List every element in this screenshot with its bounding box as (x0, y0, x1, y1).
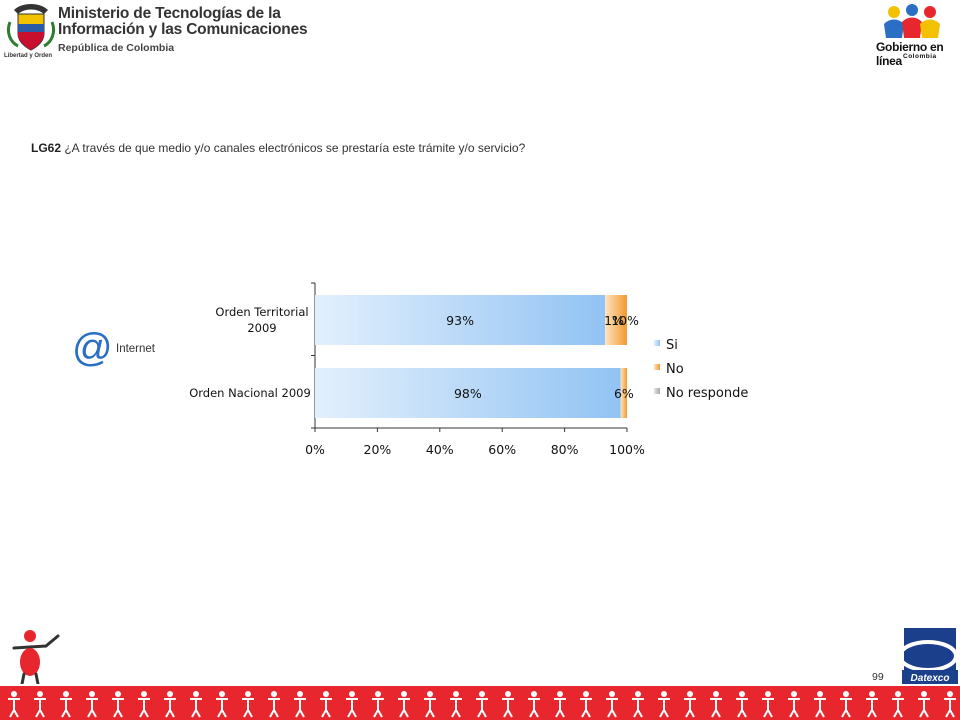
data-label: 1% (604, 313, 624, 328)
band-figure-icon (164, 691, 176, 718)
band-figure-icon (762, 691, 774, 718)
people-icon (884, 4, 940, 38)
bar-segment (315, 295, 606, 345)
x-tick-label: 20% (364, 442, 392, 457)
x-tick-label: 40% (426, 442, 454, 457)
bar-segment (605, 295, 627, 345)
band-figure-icon (398, 691, 410, 718)
datexco-logo: Datexco (898, 626, 960, 686)
coat-motto: Libertad y Orden (4, 53, 53, 59)
x-tick-label: 100% (609, 442, 645, 457)
people-pattern-icon (8, 691, 956, 718)
band-figure-icon (580, 691, 592, 718)
band-figure-icon (918, 691, 930, 718)
ministry-subtitle: República de Colombia (58, 42, 175, 54)
band-figure-icon (242, 691, 254, 718)
band-figure-icon (658, 691, 670, 718)
band-figure-icon (138, 691, 150, 718)
question-text: LG62 ¿A través de que medio y/o canales … (31, 141, 525, 155)
band-figure-icon (788, 691, 800, 718)
legend-label: No (666, 362, 684, 377)
mascot-figure-icon (6, 628, 64, 686)
band-figure-icon (866, 691, 878, 718)
legend-swatch (654, 388, 660, 394)
data-label: 10% (611, 313, 639, 328)
ministry-name-line2: Información y las Comunicaciones (58, 21, 308, 38)
band-figure-icon (268, 691, 280, 718)
ministry-name-line1: Ministerio de Tecnologías de la (58, 5, 281, 22)
band-figure-icon (320, 691, 332, 718)
band-figure-icon (450, 691, 462, 718)
band-figure-icon (476, 691, 488, 718)
band-figure-icon (372, 691, 384, 718)
ministry-name: Ministerio de Tecnologías de la Informac… (58, 5, 308, 38)
channel-label: Internet (116, 343, 155, 355)
band-figure-icon (710, 691, 722, 718)
gobierno-en-linea-country: Colombia (903, 53, 937, 60)
decorative-people-band (0, 686, 960, 720)
band-figure-icon (60, 691, 72, 718)
category-label: 2009 (247, 321, 276, 335)
band-figure-icon (606, 691, 618, 718)
data-label: 6% (614, 386, 634, 401)
band-figure-icon (190, 691, 202, 718)
x-tick-label: 0% (305, 442, 325, 457)
question-code: LG62 (31, 141, 62, 155)
band-figure-icon (346, 691, 358, 718)
band-figure-icon (944, 691, 956, 718)
gobierno-en-linea-logo (872, 2, 954, 64)
x-tick-label: 80% (551, 442, 579, 457)
data-label: 93% (446, 313, 474, 328)
gobierno-en-linea-text: Gobierno en línea (876, 40, 944, 68)
band-figure-icon (34, 691, 46, 718)
band-figure-icon (736, 691, 748, 718)
ministry-logo (4, 2, 236, 64)
band-figure-icon (216, 691, 228, 718)
band-figure-icon (502, 691, 514, 718)
band-figure-icon (892, 691, 904, 718)
at-sign-icon: @ (72, 326, 113, 370)
question-body: ¿A través de que medio y/o canales elect… (61, 141, 526, 155)
band-figure-icon (294, 691, 306, 718)
band-figure-icon (424, 691, 436, 718)
coat-of-arms-icon (6, 4, 56, 51)
page-number: 99 (872, 671, 884, 683)
datexco-label: Datexco (911, 673, 950, 684)
category-label: Orden Nacional 2009 (189, 386, 311, 400)
band-figure-icon (840, 691, 852, 718)
band-figure-icon (86, 691, 98, 718)
legend-label: No responde (666, 386, 748, 401)
band-figure-icon (814, 691, 826, 718)
bar-segment (620, 368, 627, 418)
legend-label: Si (666, 338, 678, 353)
legend-swatch (654, 364, 660, 370)
category-label: Orden Territorial (215, 305, 308, 319)
band-figure-icon (112, 691, 124, 718)
bar-segment (315, 368, 621, 418)
x-tick-label: 60% (488, 442, 516, 457)
data-label: 98% (454, 386, 482, 401)
band-figure-icon (528, 691, 540, 718)
band-figure-icon (554, 691, 566, 718)
legend-swatch (654, 340, 660, 346)
band-figure-icon (632, 691, 644, 718)
band-figure-icon (684, 691, 696, 718)
band-figure-icon (8, 691, 20, 718)
